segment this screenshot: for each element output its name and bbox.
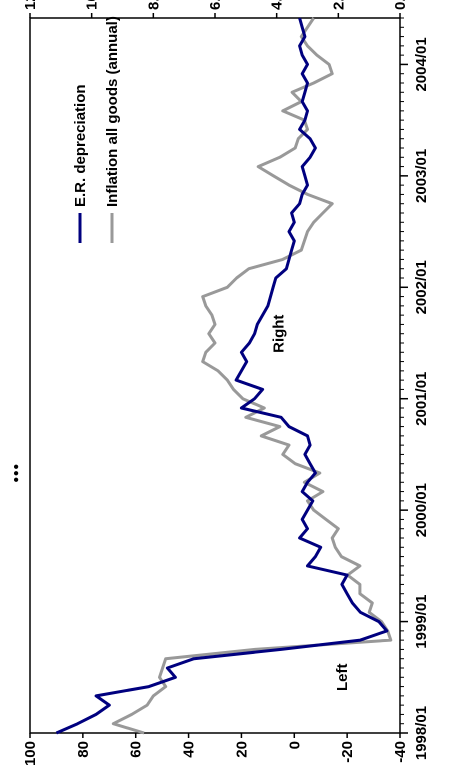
left-axis-tick-label: 60 [128,741,145,758]
right-axis-tick-label: 6.0 [207,0,224,10]
right-axis-tick-label: 12.0 [22,0,39,10]
legend: E.R. depreciation Inflation all goods (an… [72,16,121,243]
left-axis-tick-label: 20 [233,741,250,758]
left-axis-tick-label: 40 [181,741,198,758]
x-axis-tick-label: 2000/01 [413,483,430,537]
x-axis-tick-label: 1999/01 [413,594,430,648]
chart-title-fragment: ... [0,464,24,484]
legend-label: E.R. depreciation [72,84,89,207]
right-axis-tick-label: 4.0 [269,0,286,10]
x-axis-tick-label: 1998/01 [413,706,430,760]
right-axis-tick-label: 10.0 [84,0,101,10]
left-axis-tick-label: 0 [286,741,303,749]
left-axis-tick-label: -40 [392,741,409,763]
right-axis-tick-label: 8.0 [145,0,162,10]
right-axis-tick-label: 2.0 [330,0,347,10]
left-axis-annotation: Left [334,664,351,692]
left-axis-tick-label: 100 [22,741,39,766]
x-axis-tick-label: 2003/01 [413,149,430,203]
left-axis-tick-label: -20 [339,741,356,763]
inflation-series-line [111,17,393,735]
right-axis-tick-label: 0.0 [392,0,409,10]
er-depreciation-series-line [55,17,389,735]
legend-label: Inflation all goods (annual) [104,16,121,207]
x-axis-tick-label: 2001/01 [413,372,430,426]
x-axis-tick-label: 2002/01 [413,260,430,314]
x-axis-tick-label: 2004/01 [413,37,430,91]
right-axis-annotation: Right [271,315,288,353]
left-axis-tick-label: 80 [75,741,92,758]
